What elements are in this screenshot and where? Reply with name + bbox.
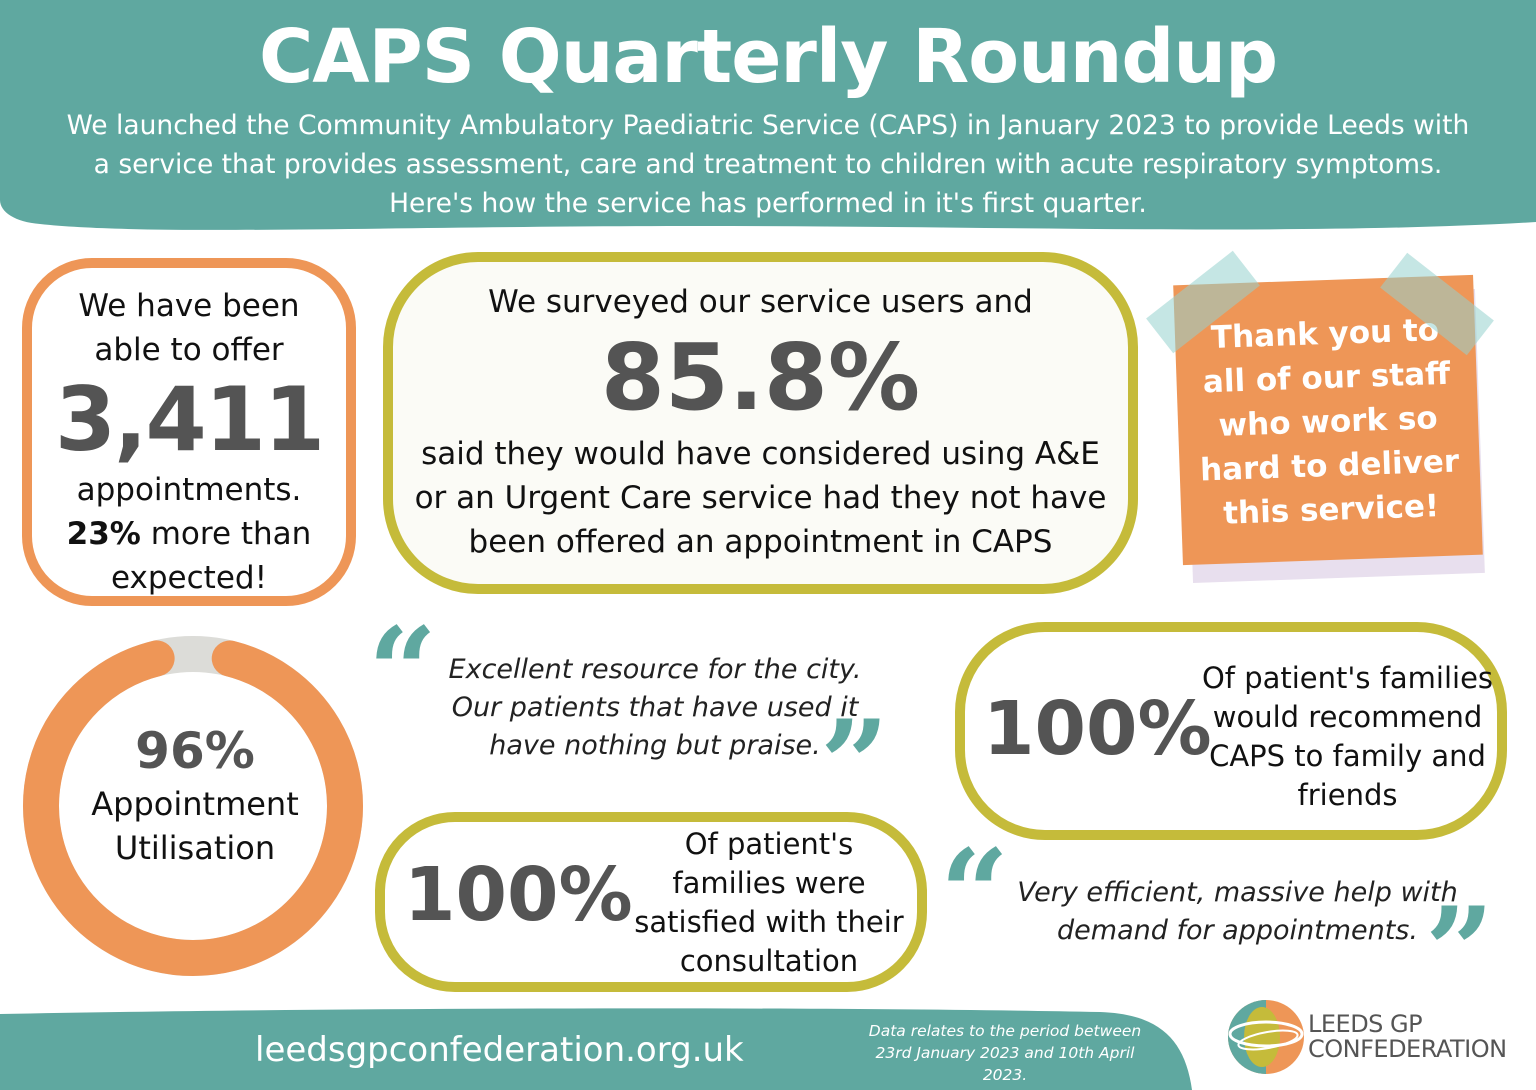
- utilisation-label: 96% Appointment Utilisation: [40, 720, 350, 870]
- close-quote-icon: ”: [820, 694, 890, 835]
- sticky-text: this service!: [1222, 488, 1440, 532]
- card-text: consultation: [679, 944, 859, 978]
- open-quote-icon: “: [940, 823, 1010, 964]
- close-quote-icon: ”: [1425, 881, 1495, 1022]
- survey-text: or an Urgent Care service had they not h…: [414, 480, 1107, 516]
- quote-line: have nothing but praise.: [489, 730, 821, 761]
- survey-percentage: 85.8%: [600, 324, 921, 431]
- card-text: would recommend: [1212, 700, 1483, 734]
- card-text: more than: [140, 516, 312, 552]
- card-text: CAPS to family and: [1209, 739, 1486, 773]
- appointments-count: 3,411: [54, 368, 325, 471]
- utilisation-text: Appointment: [91, 785, 299, 823]
- appointments-offered-card: We have been able to offer 3,411 appoint…: [22, 258, 356, 606]
- note-line: Data relates to the period between: [868, 1022, 1142, 1040]
- survey-intro: We surveyed our service users and: [488, 284, 1033, 320]
- testimonial-quote: Excellent resource for the city. Our pat…: [440, 651, 870, 765]
- page-title: CAPS Quarterly Roundup: [258, 14, 1278, 100]
- utilisation-ring: [23, 636, 363, 976]
- header-background: [0, 0, 1536, 230]
- ring-progress: [23, 636, 363, 976]
- quote-line: Excellent resource for the city.: [448, 654, 862, 685]
- card-text: able to offer: [94, 332, 284, 368]
- intro-line: We launched the Community Ambulatory Pae…: [66, 110, 1470, 141]
- card-text: Of patient's families: [1201, 661, 1494, 695]
- recommend-percentage: 100%: [983, 686, 1212, 772]
- satisfied-card: [375, 812, 927, 992]
- data-period-note: Data relates to the period between 23rd …: [860, 1020, 1150, 1086]
- card-text: expected!: [111, 560, 267, 596]
- quote-line: Our patients that have used it: [451, 692, 859, 723]
- testimonial-quote: Very efficient, massive help with demand…: [1010, 874, 1465, 950]
- open-quote-icon: “: [368, 601, 438, 742]
- recommend-text: Of patient's families would recommend CA…: [1200, 659, 1495, 815]
- quote-line: demand for appointments.: [1057, 915, 1418, 946]
- intro-text: We launched the Community Ambulatory Pae…: [10, 106, 1526, 223]
- logo-line: CONFEDERATION: [1308, 1035, 1507, 1063]
- card-text: Of patient's: [684, 827, 854, 861]
- utilisation-value: 96%: [135, 722, 255, 780]
- footer-background: [0, 1008, 1192, 1090]
- card-text: friends: [1297, 778, 1398, 812]
- increase-percentage: 23%: [66, 516, 141, 552]
- survey-text: said they would have considered using A&…: [421, 436, 1100, 472]
- website-link[interactable]: leedsgpconfederation.org.uk: [255, 1030, 744, 1070]
- card-text: satisfied with their: [634, 905, 904, 939]
- satisfied-percentage: 100%: [404, 852, 633, 938]
- recommend-card: [955, 622, 1507, 840]
- survey-card: We surveyed our service users and 85.8% …: [383, 252, 1138, 594]
- quote-line: Very efficient, massive help with: [1017, 877, 1458, 908]
- leeds-gp-confederation-logo-icon: [1228, 1000, 1304, 1074]
- card-text: appointments.: [76, 472, 302, 508]
- logo-text: LEEDS GP CONFEDERATION: [1308, 1012, 1507, 1062]
- intro-line: a service that provides assessment, care…: [93, 149, 1443, 180]
- logo-line: LEEDS GP: [1308, 1010, 1423, 1038]
- note-line: 2023.: [982, 1066, 1028, 1084]
- utilisation-text: Utilisation: [114, 829, 276, 867]
- note-line: 23rd January 2023 and 10th April: [875, 1044, 1135, 1062]
- survey-text: been offered an appointment in CAPS: [468, 524, 1053, 560]
- satisfied-text: Of patient's families were satisfied wit…: [630, 825, 908, 981]
- card-text: 23% more than: [32, 512, 346, 556]
- card-text: families were: [672, 866, 866, 900]
- card-text: We have been: [78, 288, 300, 324]
- intro-line: Here's how the service has performed in …: [389, 188, 1147, 219]
